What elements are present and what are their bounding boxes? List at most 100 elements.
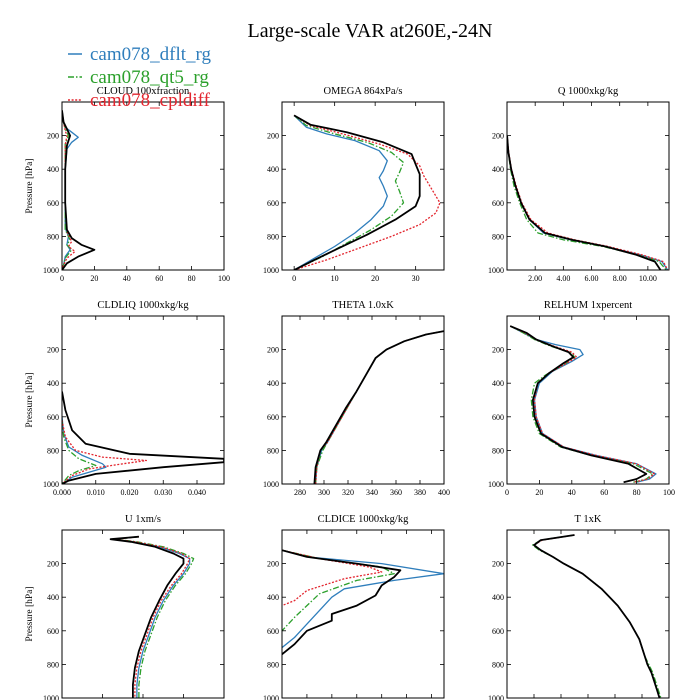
y-tick-label: 400 xyxy=(492,379,504,388)
series-group xyxy=(293,114,441,270)
series-group xyxy=(531,534,662,698)
series-line-cam078_dflt_rg xyxy=(507,135,669,270)
y-tick-label: 1000 xyxy=(43,480,59,489)
y-axis-label: Pressure [hPa] xyxy=(25,586,35,641)
y-tick-label: 200 xyxy=(47,132,59,141)
x-tick-label: 20 xyxy=(90,274,98,283)
series-line-series-3 xyxy=(313,330,444,484)
x-tick-label: 0.000 xyxy=(53,488,71,497)
series-line-cam078_qt5_rg xyxy=(507,135,667,270)
series-line-cam078_qt5_rg xyxy=(114,536,195,698)
y-tick-label: 600 xyxy=(47,413,59,422)
x-tick-label: 400 xyxy=(438,488,450,497)
y-tick-label: 600 xyxy=(492,627,504,636)
y-tick-label: 400 xyxy=(267,379,279,388)
y-tick-label: 600 xyxy=(267,627,279,636)
figure-title: Large-scale VAR at260E,-24N xyxy=(248,20,493,42)
y-tick-label: 400 xyxy=(492,593,504,602)
plot-frame xyxy=(281,101,445,271)
x-tick-label: 2.00 xyxy=(528,274,542,283)
y-tick-label: 200 xyxy=(267,560,279,569)
series-group xyxy=(509,325,657,484)
panel-title: CLDLIQ 1000xkg/kg xyxy=(97,300,189,311)
y-tick-label: 200 xyxy=(47,560,59,569)
x-tick-label: 30 xyxy=(412,274,420,283)
x-tick-label: 0.030 xyxy=(154,488,172,497)
series-line-cam078_dflt_rg xyxy=(293,114,388,270)
series-line-cam078_qt5_rg xyxy=(293,114,405,270)
y-tick-label: 1000 xyxy=(488,266,504,275)
series-group xyxy=(109,535,195,698)
plot-frame xyxy=(506,101,670,271)
plot-frame xyxy=(281,315,445,485)
series-line-series-3 xyxy=(293,114,421,270)
y-tick-label: 800 xyxy=(47,660,59,669)
y-tick-label: 200 xyxy=(267,346,279,355)
x-tick-label: 380 xyxy=(414,488,426,497)
series-line-series-3 xyxy=(282,549,402,656)
x-tick-label: 8.00 xyxy=(613,274,627,283)
y-tick-label: 400 xyxy=(47,379,59,388)
series-group xyxy=(507,135,669,270)
series-line-series-3 xyxy=(109,535,185,698)
y-tick-label: 400 xyxy=(267,165,279,174)
y-tick-label: 200 xyxy=(47,346,59,355)
x-tick-label: 20 xyxy=(371,274,379,283)
plot-frame xyxy=(61,315,225,485)
y-tick-label: 1000 xyxy=(43,694,59,700)
panel-title: CLDICE 1000xkg/kg xyxy=(318,514,409,525)
series-line-cam078_qt5_rg xyxy=(531,534,662,698)
x-tick-label: 0 xyxy=(292,274,296,283)
y-tick-label: 1000 xyxy=(263,266,279,275)
y-tick-label: 800 xyxy=(47,446,59,455)
x-tick-label: 100 xyxy=(663,488,675,497)
y-tick-label: 800 xyxy=(267,232,279,241)
panel-title: T 1xK xyxy=(575,514,602,525)
panel-8: 1802002202402602803002004006008001000T 1… xyxy=(488,514,670,700)
y-tick-label: 200 xyxy=(267,132,279,141)
y-tick-label: 400 xyxy=(267,593,279,602)
series-line-series-3 xyxy=(509,325,648,484)
plot-frame xyxy=(281,529,445,699)
series-line-series-3 xyxy=(533,534,661,698)
legend-entry: cam078_qt5_rg xyxy=(90,67,209,88)
x-tick-label: 4.00 xyxy=(556,274,570,283)
series-group xyxy=(282,549,444,656)
plot-frame xyxy=(506,529,670,699)
x-tick-label: 80 xyxy=(188,274,196,283)
y-tick-label: 400 xyxy=(492,165,504,174)
x-tick-label: 20 xyxy=(535,488,543,497)
panel-title: CLOUD 100xfraction xyxy=(97,86,190,97)
y-tick-label: 600 xyxy=(267,413,279,422)
series-line-cam078_cpldiff xyxy=(293,114,441,270)
y-tick-label: 1000 xyxy=(263,694,279,700)
panel-title: RELHUM 1xpercent xyxy=(544,300,632,311)
y-tick-label: 600 xyxy=(492,413,504,422)
panel-0: 0 20 40 60 80 100 200 400 600 800 1000 CLOUD 100xfr… xyxy=(25,86,230,283)
panel-4: 280 300 320 340 360 380 400 200 400 600 800 1000 THE… xyxy=(263,300,450,497)
x-tick-label: 10 xyxy=(331,274,339,283)
y-tick-label: 800 xyxy=(267,446,279,455)
panel-5: 0 20 40 60 80 100 200 400 600 800 1000 RELHUM 1xper… xyxy=(488,300,675,497)
panel-7: 0.00000.00020.00040.00060.00080.00100.00… xyxy=(263,514,445,700)
panel-1: 0 10 20 30 200 400 600 800 1000 OMEGA 864xPa/s xyxy=(263,86,445,283)
y-tick-label: 800 xyxy=(492,446,504,455)
x-tick-label: 0.040 xyxy=(188,488,206,497)
x-tick-label: 6.00 xyxy=(585,274,599,283)
series-group xyxy=(62,391,224,484)
y-tick-label: 1000 xyxy=(488,694,504,700)
y-tick-label: 800 xyxy=(47,232,59,241)
series-line-cam078_cpldiff xyxy=(533,534,661,698)
series-line-cam078_cpldiff xyxy=(62,110,76,270)
series-line-series-3 xyxy=(507,135,662,270)
x-tick-label: 100 xyxy=(218,274,230,283)
series-line-cam078_dflt_rg xyxy=(282,549,444,649)
series-line-cam078_cpldiff xyxy=(507,135,669,270)
x-tick-label: 0 xyxy=(60,274,64,283)
y-tick-label: 600 xyxy=(47,627,59,636)
series-group xyxy=(313,330,444,484)
x-tick-label: 60 xyxy=(155,274,163,283)
y-tick-label: 1000 xyxy=(488,480,504,489)
series-line-cam078_qt5_rg xyxy=(509,325,654,483)
